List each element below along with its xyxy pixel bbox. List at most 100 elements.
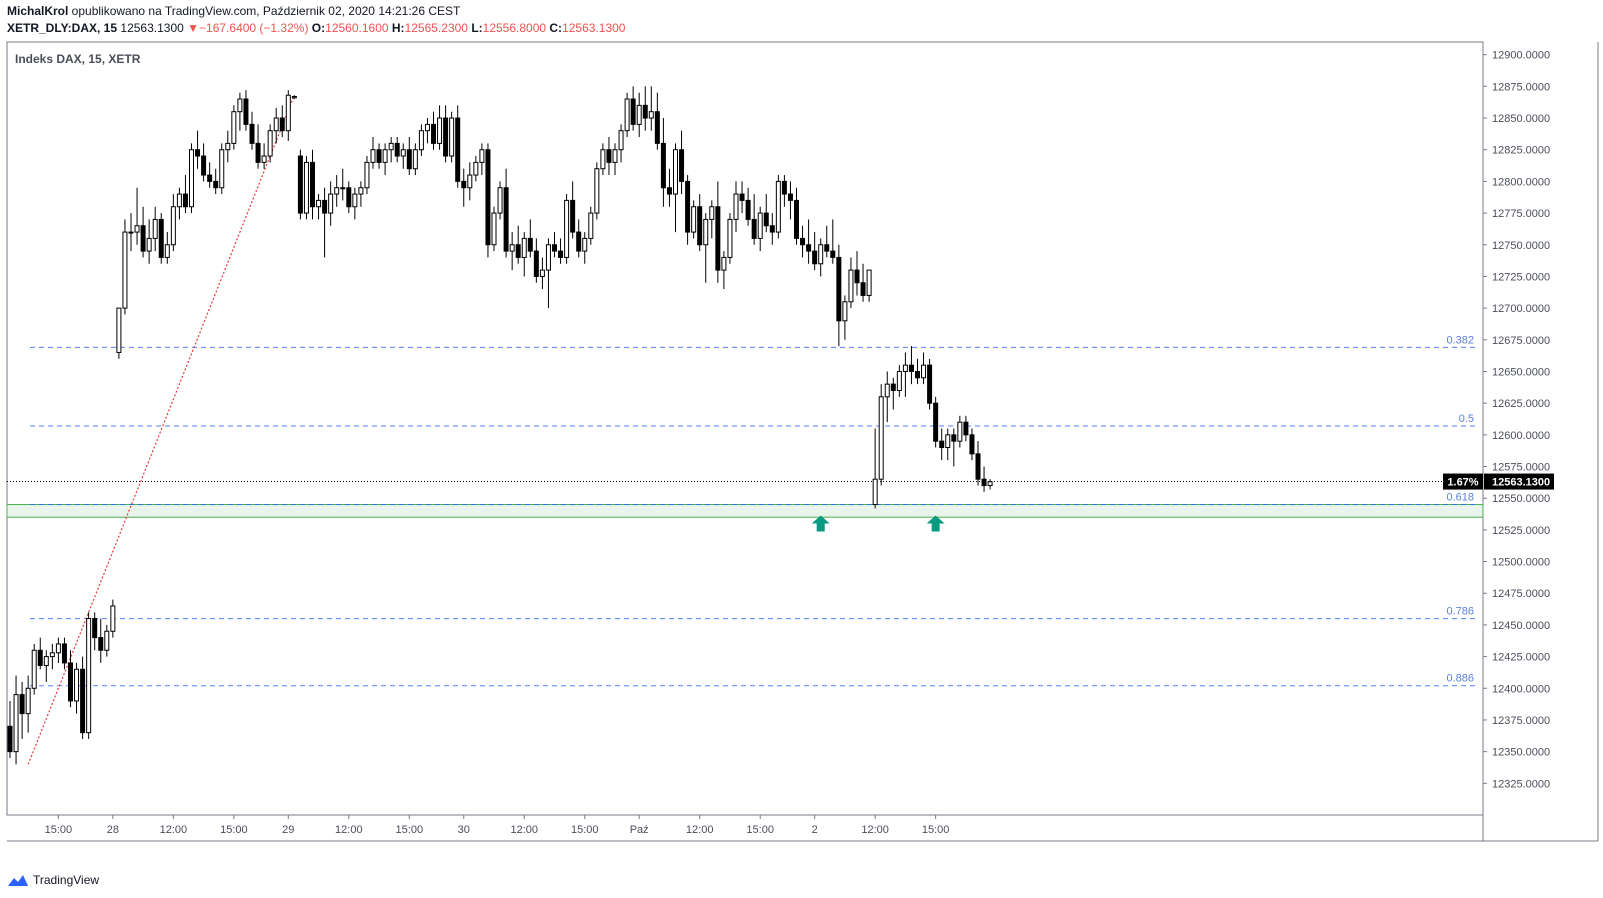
candle-down [19,694,25,715]
candle-up [170,206,176,246]
candle-up [545,244,551,271]
candle-up [957,421,963,442]
price-tick-label: 12400.0000 [1492,683,1550,695]
fib-level-label: 0.618 [1446,492,1474,504]
candle-up [364,161,370,189]
candle-up [987,481,993,487]
candle-down [951,434,957,442]
fib-level-label: 0.382 [1446,334,1474,346]
candle-down [92,618,98,639]
candle-down [182,193,188,208]
candle-down [558,250,564,258]
candle-down [697,206,703,246]
candle-down [654,111,660,144]
candle-down [927,364,933,404]
candle-down [981,478,987,487]
down-triangle-icon: ▼ [187,21,200,35]
candle-up [176,193,182,208]
candle-up [600,149,606,170]
candle-down [824,244,830,252]
candle-up [74,668,80,702]
candle-up [902,364,908,372]
price-tick-label: 12875.0000 [1492,81,1550,93]
candle-up [539,269,545,277]
trend-line[interactable] [27,95,295,765]
open-value: 12560.1600 [325,21,389,35]
candle-down [37,649,43,666]
up-arrow-icon[interactable] [811,515,830,532]
time-tick-label: 15:00 [922,824,950,836]
candle-down [80,668,86,734]
candle-up [261,155,267,163]
price-tick-label: 12450.0000 [1492,620,1550,632]
candle-up [86,618,92,734]
candle-down [963,421,969,436]
up-arrow-icon[interactable] [926,515,945,532]
author-name[interactable]: MichalKrol [7,4,69,18]
candle-up [303,161,309,214]
candle-down [933,402,939,442]
support-zone[interactable] [6,504,1484,518]
candle-up [618,130,624,151]
price-tick-label: 12475.0000 [1492,588,1550,600]
candle-up [491,212,497,246]
candle-down [806,244,812,252]
candle-down [455,117,461,182]
time-tick-label: 15:00 [220,824,248,836]
candle-down [679,149,685,182]
candle-up [382,149,388,163]
fib-level-label: 0.5 [1459,413,1474,425]
time-tick-label: 12:00 [160,824,188,836]
publish-info: MichalKrol opublikowano na TradingView.c… [7,4,460,18]
candle-up [582,237,588,252]
price-tick-label: 12900.0000 [1492,50,1550,62]
fib-level-label: 0.786 [1446,606,1474,618]
candle-up [479,149,485,163]
percent-tag-label: 1.67% [1447,477,1478,489]
candle-up [872,478,878,506]
candle-down [908,364,914,372]
time-tick-label: 12:00 [686,824,714,836]
price-tick-label: 12675.0000 [1492,335,1550,347]
price-change: −167.6400 (−1.32%) [199,21,309,35]
candle-down [406,149,412,170]
publish-date: opublikowano na TradingView.com, Paździe… [68,4,461,18]
candle-down [794,199,799,239]
candle-up [225,142,231,151]
candle-down [763,212,769,227]
candle-up [49,652,55,658]
candle-up [340,187,346,190]
candle-down [642,104,648,119]
candle-up [703,218,709,246]
time-tick-label: 15:00 [746,824,774,836]
time-tick-label: 2 [812,824,818,836]
candle-up [122,231,128,309]
time-tick-label: 12:00 [861,824,889,836]
candle-up [237,98,243,113]
candle-up [352,193,358,208]
price-tag-label: 12563.1300 [1492,477,1550,489]
symbol-label: XETR_DLY:DAX, 15 [7,21,118,35]
close-value: 12563.1300 [562,21,626,35]
price-tick-label: 12350.0000 [1492,747,1550,759]
price-tick-label: 12375.0000 [1492,715,1550,727]
candle-down [800,237,806,246]
candle-down [836,256,842,322]
candle-down [158,218,164,258]
price-tick-label: 12575.0000 [1492,462,1550,474]
candle-up [945,434,951,449]
candle-down [431,123,436,144]
price-tick-label: 12600.0000 [1492,430,1550,442]
tradingview-logo[interactable]: TradingView [6,873,99,887]
candle-down [61,643,67,664]
candle-up [775,180,781,233]
candle-down [279,117,285,132]
candle-up [588,212,594,239]
candle-up [624,98,630,132]
candle-down [503,187,509,252]
candle-up [55,643,61,654]
candle-down [533,250,539,277]
time-tick-label: Paź [630,824,649,836]
price-tick-label: 12725.0000 [1492,271,1550,283]
